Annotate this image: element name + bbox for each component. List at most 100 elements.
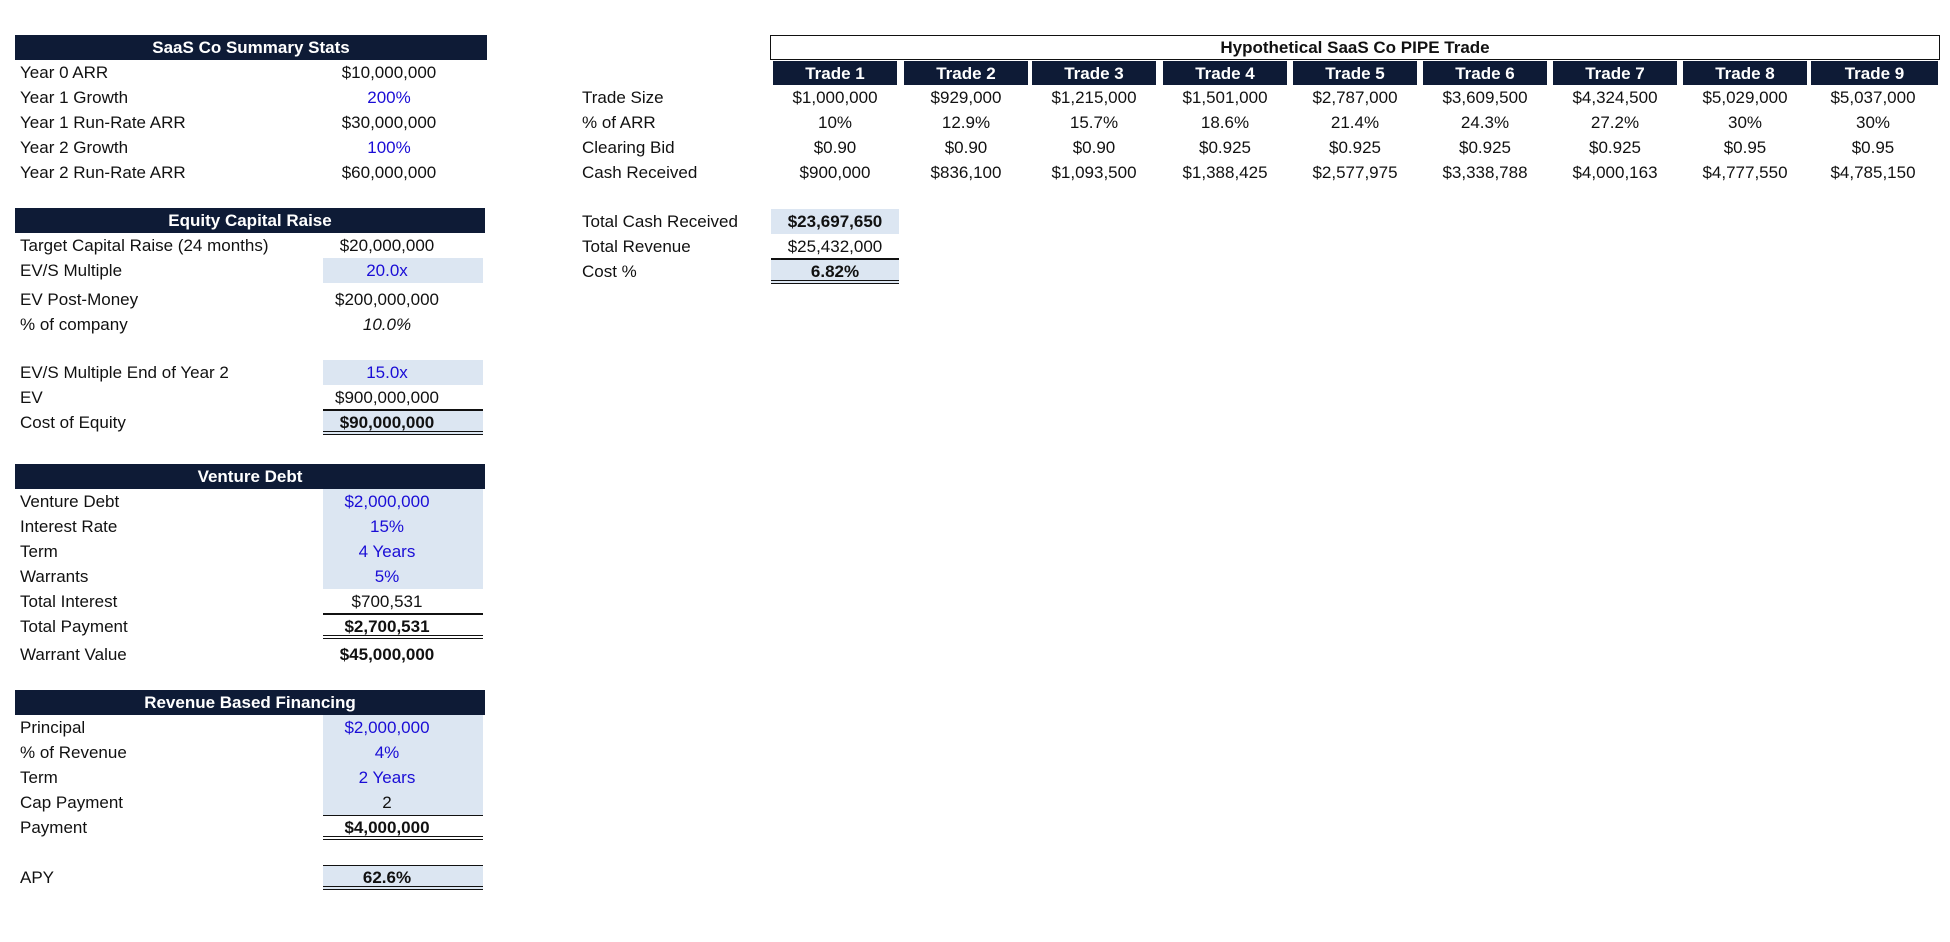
pipe-cell: 21.4% <box>1330 113 1380 132</box>
total-cell <box>771 259 899 284</box>
equity-label: % of company <box>20 315 128 334</box>
trade-header: Trade 3 <box>1032 61 1156 85</box>
equity-header: Equity Capital Raise <box>15 208 485 233</box>
trade-header: Trade 5 <box>1293 61 1417 85</box>
equity-value: $900,000,000 <box>335 388 439 407</box>
debt-value: $700,531 <box>351 592 423 611</box>
pipe-cell: $0.90 <box>813 138 857 157</box>
rbf-row: Term 2 Years <box>15 765 485 790</box>
totals-label: Total Cash Received <box>582 212 738 231</box>
debt-row: Venture Debt $2,000,000 <box>15 489 485 514</box>
pipe-cell: $3,338,788 <box>1442 163 1528 182</box>
pipe-cell: 15.7% <box>1069 113 1119 132</box>
input-cell-shade <box>323 514 483 539</box>
pipe-cell: $2,787,000 <box>1312 88 1398 107</box>
pipe-cell: $2,577,975 <box>1312 163 1398 182</box>
revenue-based-financing-table: Revenue Based Financing Principal $2,000… <box>15 690 485 890</box>
trade-header: Trade 8 <box>1683 61 1807 85</box>
equity-label: Target Capital Raise (24 months) <box>20 236 269 255</box>
rbf-value: 62.6% <box>362 868 412 887</box>
pipe-cell: 18.6% <box>1200 113 1250 132</box>
equity-value: $90,000,000 <box>339 413 435 432</box>
totals-value: 6.82% <box>810 262 860 281</box>
rbf-value: 4% <box>374 743 400 762</box>
rbf-row: % of Revenue 4% <box>15 740 485 765</box>
totals-label: Total Revenue <box>582 237 691 256</box>
equity-row: EV Post-Money $200,000,000 <box>15 287 485 312</box>
trade-header: Trade 2 <box>904 61 1028 85</box>
pipe-cell: $4,777,550 <box>1702 163 1788 182</box>
pipe-cell: 30% <box>1855 113 1891 132</box>
input-cell-shade <box>323 765 483 790</box>
summary-value: 200% <box>367 88 411 107</box>
debt-row: Warrants 5% <box>15 564 485 589</box>
equity-row: % of company 10.0% <box>15 312 485 337</box>
equity-row: EV/S Multiple End of Year 2 15.0x <box>15 360 485 385</box>
underline-cell <box>771 234 899 259</box>
debt-row: Warrant Value $45,000,000 <box>15 642 485 667</box>
debt-row: Total Interest $700,531 <box>15 589 485 614</box>
pipe-cell: $4,000,163 <box>1572 163 1658 182</box>
pipe-cell: $0.925 <box>1589 138 1641 157</box>
summary-row: Year 2 Run-Rate ARR $60,000,000 <box>15 160 487 185</box>
pipe-cell: $0.95 <box>1851 138 1895 157</box>
equity-label: EV/S Multiple End of Year 2 <box>20 363 229 382</box>
input-cell-shade <box>323 539 483 564</box>
debt-label: Interest Rate <box>20 517 118 536</box>
input-cell-shade <box>323 564 483 589</box>
equity-row: Cost of Equity $90,000,000 <box>15 410 485 435</box>
debt-value: 4 Years <box>358 542 416 561</box>
pipe-cell: $1,215,000 <box>1051 88 1137 107</box>
pipe-cell: $0.95 <box>1723 138 1767 157</box>
equity-value: 20.0x <box>366 261 408 280</box>
equity-label: EV/S Multiple <box>20 261 123 280</box>
debt-label: Total Interest <box>20 592 118 611</box>
summary-label: Year 0 ARR <box>20 63 109 82</box>
rbf-row: Cap Payment 2 <box>15 790 485 815</box>
debt-value: $2,000,000 <box>344 492 430 511</box>
debt-label: Venture Debt <box>20 492 120 511</box>
summary-label: Year 2 Growth <box>20 138 129 157</box>
pipe-cell: 24.3% <box>1460 113 1510 132</box>
summary-value: $10,000,000 <box>341 63 437 82</box>
equity-value: 15.0x <box>366 363 408 382</box>
debt-value: 5% <box>374 567 400 586</box>
pipe-cell: 10% <box>817 113 853 132</box>
summary-row: Year 1 Run-Rate ARR $30,000,000 <box>15 110 487 135</box>
rbf-label: % of Revenue <box>20 743 127 762</box>
pipe-cell: $1,501,000 <box>1182 88 1268 107</box>
totals-row: Cost % 6.82% <box>577 259 907 284</box>
rbf-value: $2,000,000 <box>344 718 430 737</box>
pipe-cell: 27.2% <box>1590 113 1640 132</box>
pipe-cell: $5,037,000 <box>1830 88 1916 107</box>
summary-row: Year 1 Growth 200% <box>15 85 487 110</box>
pipe-cell: $1,093,500 <box>1051 163 1137 182</box>
debt-row: Term 4 Years <box>15 539 485 564</box>
trade-header: Trade 7 <box>1553 61 1677 85</box>
rbf-value: 2 Years <box>358 768 416 787</box>
total-cell-shade <box>771 209 899 234</box>
input-cell-shade <box>323 790 483 815</box>
rbf-value: 2 <box>382 793 392 812</box>
input-cell-shade <box>323 360 483 385</box>
pipe-cell: $0.925 <box>1329 138 1381 157</box>
pipe-cell: 30% <box>1727 113 1763 132</box>
pipe-row-label: Clearing Bid <box>582 138 675 157</box>
debt-row: Interest Rate 15% <box>15 514 485 539</box>
summary-label: Year 2 Run-Rate ARR <box>20 163 186 182</box>
debt-label: Total Payment <box>20 617 128 636</box>
equity-row: EV/S Multiple 20.0x <box>15 258 485 283</box>
pipe-cell: $0.925 <box>1199 138 1251 157</box>
pipe-cell: $4,324,500 <box>1572 88 1658 107</box>
equity-label: EV Post-Money <box>20 290 139 309</box>
equity-row: Target Capital Raise (24 months) $20,000… <box>15 233 485 258</box>
total-cell <box>323 815 483 840</box>
input-cell-shade <box>323 740 483 765</box>
pipe-cell: $3,609,500 <box>1442 88 1528 107</box>
debt-value: 15% <box>369 517 405 536</box>
summary-value: 100% <box>367 138 411 157</box>
pipe-cell: $0.925 <box>1459 138 1511 157</box>
rbf-row: Payment $4,000,000 <box>15 815 485 840</box>
totals-label: Cost % <box>582 262 637 281</box>
equity-value: $20,000,000 <box>339 236 435 255</box>
